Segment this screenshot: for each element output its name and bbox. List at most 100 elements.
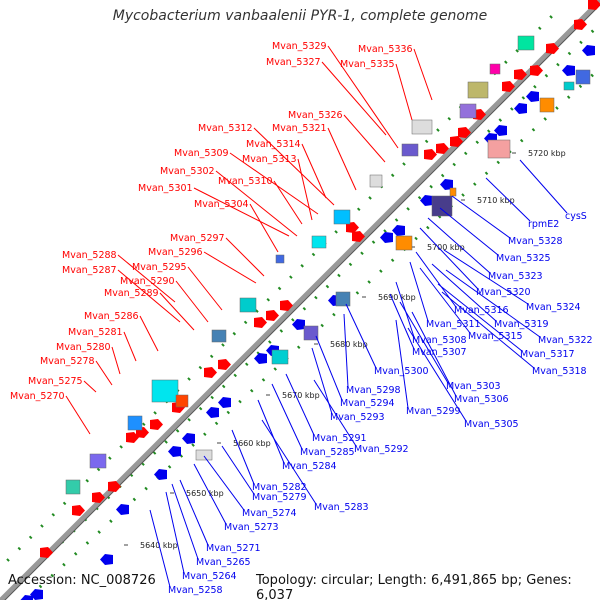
gene-block: [333, 209, 351, 225]
reverse-gene-label: Mvan_5318: [532, 366, 587, 377]
reverse-label-leader: [443, 249, 529, 305]
forward-gene-arrow: [40, 547, 53, 558]
reverse-gene-label: Mvan_5307: [412, 347, 467, 358]
forward-label-leader: [273, 180, 303, 225]
forward-gene-label: Mvan_5286: [84, 311, 139, 322]
kbp-tick-label: 5710 kbp: [477, 196, 515, 205]
forward-gene-label: Mvan_5270: [10, 391, 65, 402]
reverse-gene-label: Mvan_5291: [312, 433, 367, 444]
reverse-gene-label: Mvan_5294: [340, 398, 395, 409]
reverse-gene-arrow: [526, 91, 539, 102]
forward-gene-arrow: [126, 432, 139, 443]
forward-label-leader: [159, 292, 195, 331]
forward-gene-arrow: [502, 81, 515, 92]
reverse-gene-label: Mvan_5319: [494, 319, 549, 330]
gene-block: [517, 35, 535, 51]
reverse-gene-label: Mvan_5305: [464, 419, 519, 430]
reverse-gene-label: Mvan_5325: [496, 253, 551, 264]
reverse-gene-label: cysS: [565, 211, 587, 222]
reverse-gene-label: Mvan_5303: [446, 381, 501, 392]
gene-block: [271, 349, 289, 365]
forward-gene-arrow: [458, 127, 471, 138]
forward-gene-arrow: [92, 492, 105, 503]
reverse-label-leader: [313, 379, 357, 447]
forward-label-leader: [229, 152, 319, 215]
forward-gene-label: Mvan_5336: [358, 44, 413, 55]
kbp-tick-label: 5700 kbp: [427, 243, 465, 252]
reverse-gene-arrow: [168, 446, 181, 457]
gene-block: [401, 143, 419, 157]
reverse-gene-label: Mvan_5300: [374, 366, 429, 377]
forward-gene-label: Mvan_5304: [194, 199, 249, 210]
reverse-gene-label: Mvan_5324: [526, 302, 581, 313]
reverse-gene-arrow: [182, 433, 195, 444]
forward-gene-label: Mvan_5313: [242, 154, 297, 165]
reverse-gene-label: Mvan_5299: [406, 406, 461, 417]
reverse-label-leader: [203, 455, 245, 511]
forward-gene-label: Mvan_5275: [28, 376, 83, 387]
forward-gene-label: Mvan_5312: [198, 123, 253, 134]
forward-gene-arrow: [514, 69, 527, 80]
reverse-label-leader: [257, 399, 285, 464]
reverse-gene-arrow: [254, 353, 267, 364]
forward-gene-label: Mvan_5287: [62, 265, 117, 276]
forward-gene-arrow: [588, 0, 600, 10]
reverse-gene-label: Mvan_5323: [488, 271, 543, 282]
gene-block: [487, 139, 511, 159]
forward-gene-arrow: [108, 481, 121, 492]
reverse-label-leader: [271, 383, 303, 450]
forward-gene-arrow: [436, 143, 449, 154]
gene-features: [20, 0, 600, 600]
reverse-gene-arrow: [380, 232, 393, 243]
gene-block: [369, 174, 383, 188]
gene-block: [575, 69, 591, 85]
reverse-gene-label: Mvan_5292: [354, 444, 409, 455]
reverse-label-leader: [431, 263, 497, 322]
reverse-gene-arrow: [562, 65, 575, 76]
forward-gene-arrow: [72, 505, 85, 516]
kbp-tick-label: 5690 kbp: [378, 293, 416, 302]
forward-gene-arrow: [150, 419, 163, 430]
reverse-label-leader: [407, 327, 467, 422]
forward-gene-label: Mvan_5290: [120, 276, 175, 287]
gene-block: [303, 325, 319, 341]
forward-gene-arrow: [346, 222, 359, 233]
forward-gene-label: Mvan_5326: [288, 110, 343, 121]
gene-block: [65, 479, 81, 495]
reverse-label-leader: [345, 303, 377, 369]
reverse-gene-label: Mvan_5317: [520, 349, 575, 360]
forward-gene-label: Mvan_5327: [266, 57, 321, 68]
gene-block: [127, 415, 143, 431]
reverse-gene-arrow: [206, 407, 219, 418]
forward-label-leader: [327, 127, 357, 191]
gene-block: [459, 103, 477, 119]
forward-label-leader: [249, 203, 279, 253]
reverse-label-leader: [343, 313, 349, 388]
forward-label-leader: [225, 237, 265, 277]
forward-label-leader: [95, 360, 113, 386]
reverse-label-leader: [427, 217, 491, 274]
forward-gene-label: Mvan_5278: [40, 356, 95, 367]
reverse-label-leader: [149, 509, 171, 588]
forward-label-leader: [117, 269, 181, 323]
forward-label-leader: [321, 61, 387, 136]
forward-gene-label: Mvan_5309: [174, 148, 229, 159]
forward-gene-labels: Mvan_5329 Mvan_5336 Mvan_5327 Mvan_5335 Mvan…: [10, 41, 433, 435]
forward-gene-label: Mvan_5280: [56, 342, 111, 353]
reverse-label-leader: [451, 195, 511, 239]
reverse-gene-label: Mvan_5322: [538, 335, 593, 346]
forward-gene-label: Mvan_5295: [132, 262, 187, 273]
reverse-gene-label: Mvan_5279: [252, 492, 307, 503]
reverse-label-leader: [437, 283, 523, 352]
reverse-label-leader: [445, 269, 541, 338]
reverse-label-leader: [193, 463, 227, 525]
gene-block: [539, 97, 555, 113]
forward-gene-arrow: [450, 136, 463, 147]
forward-gene-label: Mvan_5314: [246, 139, 301, 150]
forward-gene-arrow: [424, 149, 437, 160]
reverse-gene-label: Mvan_5306: [454, 394, 509, 405]
